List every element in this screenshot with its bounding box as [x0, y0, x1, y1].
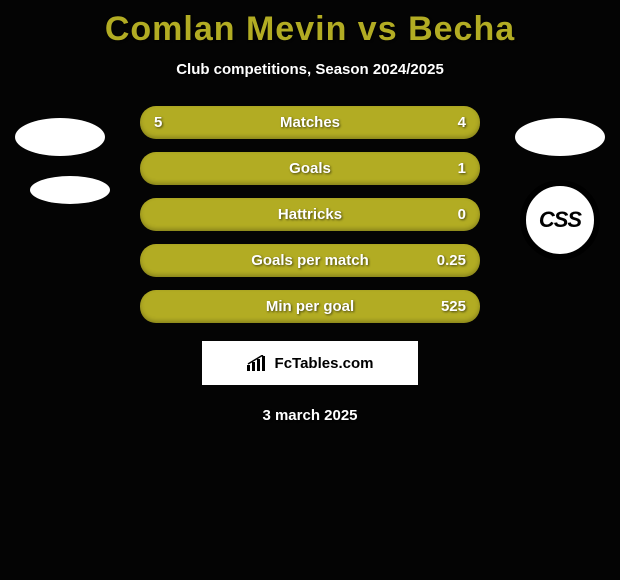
stat-label: Hattricks	[278, 206, 342, 223]
stat-right-value: 525	[441, 298, 466, 315]
player1-club-icon	[30, 176, 110, 204]
stat-right-value: 1	[458, 160, 466, 177]
stat-left-value: 5	[154, 114, 162, 131]
footer-date: 3 march 2025	[0, 407, 620, 424]
player1-avatar-icon	[15, 118, 105, 156]
player1-name: Comlan Mevin	[105, 10, 347, 48]
stat-label: Goals	[289, 160, 331, 177]
club-badge-text: CSS	[539, 207, 581, 233]
stat-label: Min per goal	[266, 298, 354, 315]
player2-name: Becha	[408, 10, 515, 48]
stat-bar-matches: 5 Matches 4	[140, 106, 480, 139]
player2-avatar-icon	[515, 118, 605, 156]
stat-bar-goals: Goals 1	[140, 152, 480, 185]
stat-bar-goals-per-match: Goals per match 0.25	[140, 244, 480, 277]
stat-right-value: 4	[458, 114, 466, 131]
brand-text: FcTables.com	[275, 355, 374, 372]
subtitle: Club competitions, Season 2024/2025	[0, 61, 620, 78]
page-title: Comlan Mevin vs Becha	[0, 0, 620, 49]
player2-club-badge-icon: CSS	[520, 180, 600, 260]
chart-icon	[247, 355, 269, 371]
stat-right-value: 0	[458, 206, 466, 223]
stat-label: Goals per match	[251, 252, 369, 269]
stat-right-value: 0.25	[437, 252, 466, 269]
vs-text: vs	[358, 10, 398, 48]
stat-bar-min-per-goal: Min per goal 525	[140, 290, 480, 323]
brand-box[interactable]: FcTables.com	[202, 341, 418, 385]
stat-label: Matches	[280, 114, 340, 131]
stat-bar-hattricks: Hattricks 0	[140, 198, 480, 231]
